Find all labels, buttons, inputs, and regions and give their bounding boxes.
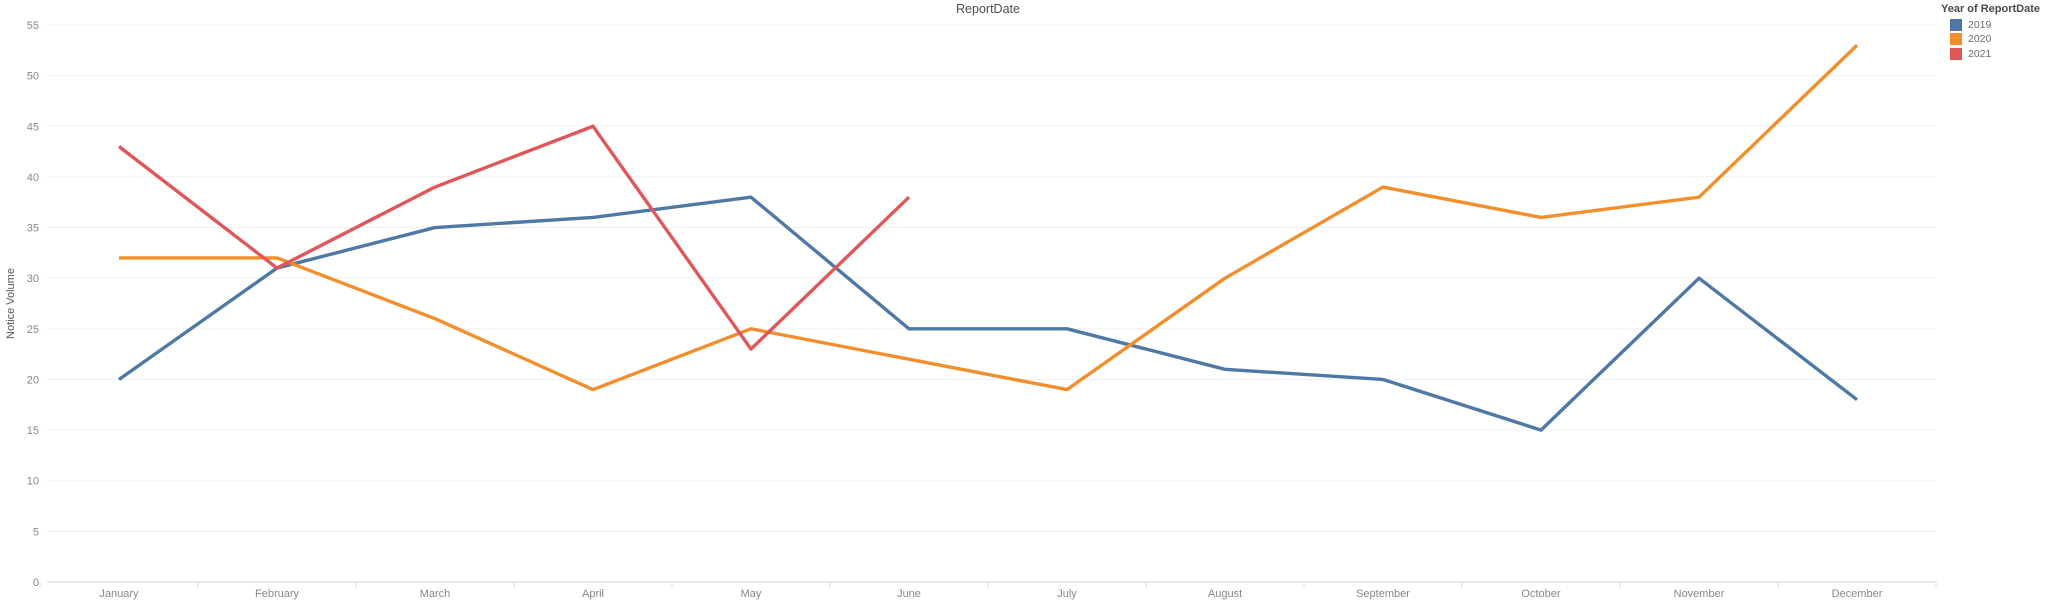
x-tick-label: November <box>1674 588 1725 600</box>
y-tick-label: 30 <box>27 273 39 285</box>
x-tick-label: June <box>897 588 921 600</box>
series-line-2019[interactable] <box>118 195 1859 432</box>
x-tick-label: March <box>420 588 451 600</box>
y-tick-label: 15 <box>27 425 39 437</box>
x-tick-label: July <box>1057 588 1077 600</box>
legend-item-label: 2019 <box>1968 18 1992 31</box>
y-tick-label: 10 <box>27 476 39 488</box>
x-tick-label: January <box>99 588 139 600</box>
legend-title: Year of ReportDate <box>1941 3 2041 15</box>
y-tick-label: 45 <box>27 121 39 133</box>
series-line-2021[interactable] <box>117 124 911 351</box>
y-tick-label: 5 <box>33 526 39 538</box>
x-tick-label: May <box>741 588 762 600</box>
legend-items: 2019 2020 2021 <box>1941 18 2045 60</box>
x-tick-label: August <box>1208 588 1242 600</box>
x-tick-label: September <box>1356 588 1410 600</box>
legend-item-2021[interactable]: 2021 <box>1941 47 2045 60</box>
legend-item-2020[interactable]: 2020 <box>1941 33 2045 45</box>
y-tick-label: 50 <box>27 71 39 83</box>
legend-item-label: 2020 <box>1968 33 1992 45</box>
legend-color-swatch <box>1950 18 1962 31</box>
x-tick-label: December <box>1832 588 1883 600</box>
legend-color-swatch <box>1950 33 1962 45</box>
x-tick-label: February <box>255 588 300 600</box>
y-axis-title: Notice Volume <box>5 268 17 339</box>
legend: Year of ReportDate 2019 2020 2021 <box>1941 3 2045 60</box>
legend-item-label: 2021 <box>1968 47 1992 60</box>
y-tick-label: 25 <box>27 324 39 336</box>
y-tick-label: 35 <box>27 223 39 235</box>
y-tick-label: 40 <box>27 172 39 184</box>
x-tick-label: April <box>582 588 604 600</box>
y-tick-label: 55 <box>27 20 39 32</box>
legend-item-2019[interactable]: 2019 <box>1941 18 2045 31</box>
x-tick-label: October <box>1521 588 1560 600</box>
y-tick-label: 20 <box>27 374 39 386</box>
legend-color-swatch <box>1950 47 1962 60</box>
y-tick-label: 0 <box>33 577 39 589</box>
chart-title: ReportDate <box>956 2 1020 16</box>
series-line-2020[interactable] <box>119 44 1859 392</box>
